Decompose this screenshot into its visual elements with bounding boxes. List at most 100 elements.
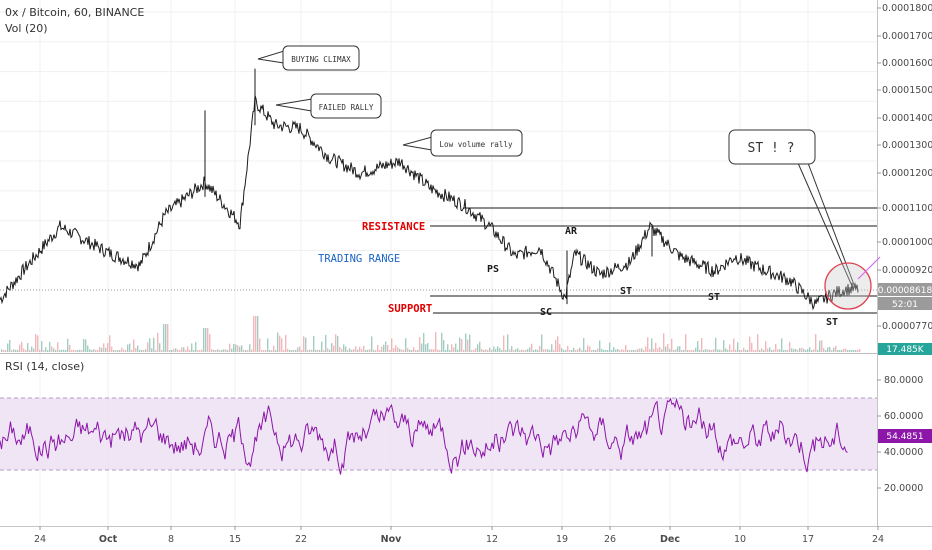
rsi-axis[interactable]: 80.0000 60.0000 40.0000 20.0000 [877,375,923,494]
time-axis-tick: Dec [660,534,680,545]
volume-bar [77,349,79,352]
volume-bar [343,344,345,352]
volume-bar [595,349,597,352]
volume-bar [345,346,347,352]
volume-bar [639,348,641,352]
volume-bar [729,344,731,352]
volume-bar [95,349,97,352]
volume-bar [173,348,175,352]
volume-bar [563,349,565,352]
volume-bar [827,347,829,352]
volume-bar [379,349,381,352]
volume-bar [441,332,443,352]
volume-bar [565,349,567,352]
volume-legend[interactable]: Vol (20) [5,22,48,35]
volume-bar [203,328,205,352]
volume-bar [719,349,721,352]
volume-bar [703,349,705,352]
volume-bar [395,345,397,352]
volume-bar [293,349,295,352]
volume-bar [65,349,67,352]
volume-bar [285,334,287,352]
volume-bar [503,335,505,352]
volume-bar [817,349,819,352]
volume-bar [579,347,581,352]
volume-bar [801,347,803,352]
volume-bar [537,349,539,352]
volume-bar [223,349,225,352]
volume-bar [775,343,777,352]
volume-bar [713,349,715,352]
time-axis-tick: 24 [872,534,884,545]
volume-bar [583,337,585,352]
volume-bar [213,349,215,352]
volume-bar [17,349,19,352]
time-axis[interactable]: 24 Oct 8 15 22 Nov 12 19 26 Dec 10 17 24 [34,526,884,545]
volume-bar [647,337,649,352]
rsi-legend[interactable]: RSI (14, close) [5,360,84,373]
volume-bar [145,349,147,352]
volume-bar [749,336,751,352]
volume-bar [359,346,361,352]
volume-bar [101,348,103,352]
volume-bar [239,346,241,352]
volume-bar [455,343,457,352]
volume-bar [7,343,9,352]
volume-bar [87,345,89,352]
volume-bar [811,349,813,352]
callout-buying-climax-label: BUYING CLIMAX [291,55,351,64]
volume-bar [789,341,791,352]
volume-bar [23,348,25,352]
volume-bar [833,347,835,352]
symbol-legend[interactable]: 0x / Bitcoin, 60, BINANCE [5,6,144,19]
volume-bar [297,347,299,352]
volume-bar [525,349,527,352]
callout-low-volume-rally-label: Low volume rally [439,140,513,149]
volume-bar [593,349,595,352]
volume-bar [425,344,427,352]
volume-bar [467,339,469,352]
st-label-1: ST [620,286,632,297]
callout-st-question: ST ! ? [728,129,857,291]
volume-bar [421,343,423,352]
volume-bar [219,349,221,352]
volume-bar [159,343,161,352]
volume-bar [135,348,137,352]
volume-badge-value: 17.485K [886,345,924,355]
volume-bar [555,339,557,352]
volume-bar [675,349,677,352]
volume-bar [633,349,635,352]
volume-bar [265,349,267,352]
volume-bar [271,349,273,352]
volume-bar [295,350,297,352]
volume-bar [81,349,83,352]
volume-bar [829,347,831,352]
countdown-badge: 52:01 [878,297,932,310]
volume-bar [283,349,285,352]
volume-bar [49,341,51,352]
volume-bar [697,341,699,352]
volume-bar [257,316,259,352]
volume-bar [475,348,477,352]
volume-bar [349,348,351,352]
volume-bar [211,349,213,352]
volume-bar [623,349,625,352]
callout-st-question-label: ST ! ? [748,141,795,156]
volume-bar [471,349,473,352]
volume-bar [739,349,741,352]
volume-bar [325,334,327,352]
volume-bar [807,349,809,352]
volume-bar [521,349,523,352]
volume-bar [815,334,817,352]
volume-bar [585,349,587,352]
volume-bar [373,349,375,352]
volume-bar [99,346,101,352]
volume-bar [47,349,49,352]
volume-bar [237,345,239,352]
volume-bar [253,316,255,352]
